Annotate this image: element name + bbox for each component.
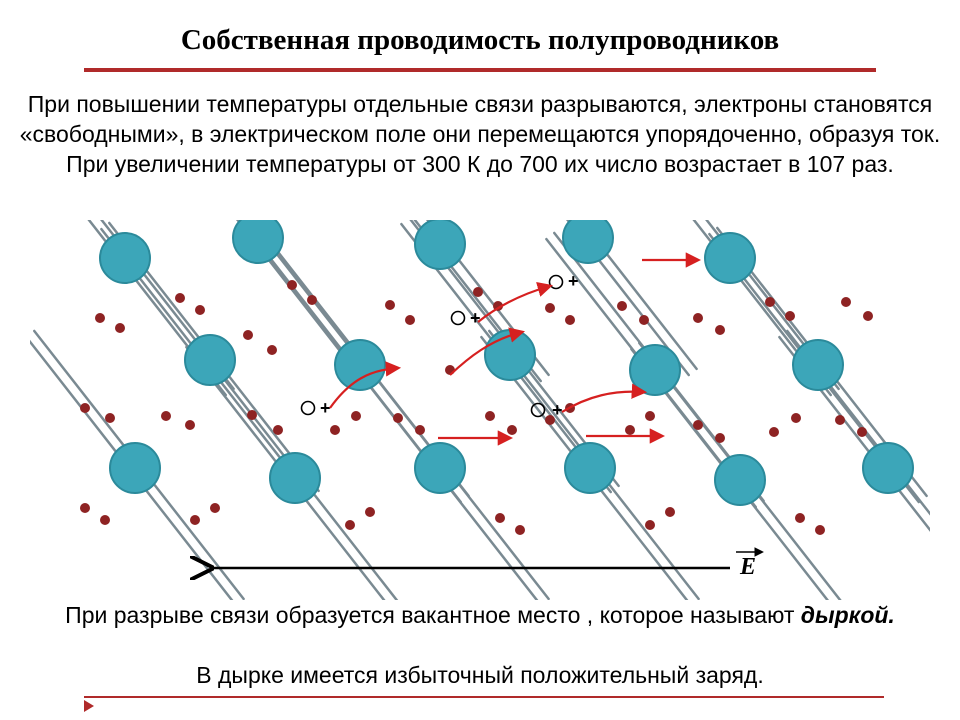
paragraph-charge: В дырке имеется избыточный положительный…: [0, 662, 960, 689]
page-title: Собственная проводимость полупроводников: [0, 24, 960, 57]
svg-text:+: +: [552, 400, 563, 420]
diagram-svg: + + + + E: [30, 220, 930, 600]
svg-text:+: +: [320, 398, 331, 418]
svg-text:+: +: [568, 271, 579, 291]
paragraph-hole-definition: При разрыве связи образуется вакантное м…: [0, 600, 960, 631]
title-divider: [84, 68, 876, 72]
field-label: E: [739, 554, 756, 580]
para2-text: При разрыве связи образуется вакантное м…: [65, 602, 801, 628]
paragraph-intro: При повышении температуры отдельные связ…: [0, 90, 960, 180]
footer-divider: [84, 696, 884, 698]
bonds-layer: [30, 220, 930, 600]
hole-term: дыркой.: [801, 602, 895, 628]
lattice-diagram: + + + + E: [30, 220, 930, 600]
slide: Собственная проводимость полупроводников…: [0, 0, 960, 720]
atoms-layer: [100, 220, 913, 505]
svg-text:+: +: [470, 308, 481, 328]
slide-bullet-icon: [84, 700, 94, 712]
